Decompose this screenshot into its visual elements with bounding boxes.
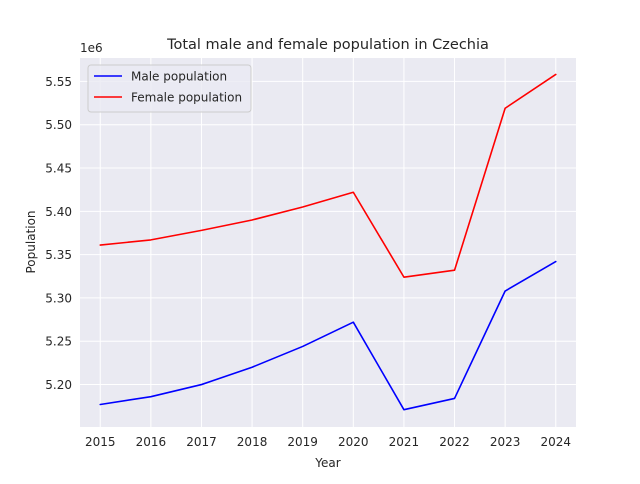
y-offset-label: 1e6 [80,41,103,55]
series-lines [99,73,557,411]
y-axis-label: Population [24,210,38,273]
series-line-male [99,260,557,411]
y-tick-label: 5.45 [45,162,72,176]
legend-label-male: Male population [131,70,227,84]
x-tick-label: 2020 [338,435,369,449]
x-tick-label: 2023 [490,435,521,449]
y-tick-label: 5.35 [45,248,72,262]
y-tick-label: 5.50 [45,118,72,132]
series-line-female [99,73,557,278]
x-axis-label: Year [314,456,340,470]
legend-box [87,64,252,113]
plot-area [80,58,576,427]
legend: Male population Female population [87,64,252,113]
y-tick-label: 5.20 [45,378,72,392]
grid [80,58,576,427]
x-tick-label: 2019 [287,435,318,449]
y-tick-label: 5.30 [45,291,72,305]
y-tick-label: 5.25 [45,335,72,349]
y-tick-label: 5.55 [45,75,72,89]
legend-label-female: Female population [131,91,242,105]
y-tick-labels: 5.20 5.25 5.30 5.35 5.40 5.45 5.50 5.55 [45,75,72,392]
x-tick-label: 2022 [439,435,470,449]
x-tick-label: 2018 [237,435,268,449]
x-tick-label: 2021 [389,435,420,449]
x-tick-labels: 2015 2016 2017 2018 2019 2020 2021 2022 2023 2024 [85,435,571,449]
x-tick-label: 2017 [186,435,217,449]
x-tick-label: 2015 [85,435,116,449]
x-tick-label: 2024 [540,435,571,449]
chart-title: Total male and female population in Czec… [166,37,489,53]
y-tick-label: 5.40 [45,205,72,219]
x-tick-label: 2016 [136,435,167,449]
